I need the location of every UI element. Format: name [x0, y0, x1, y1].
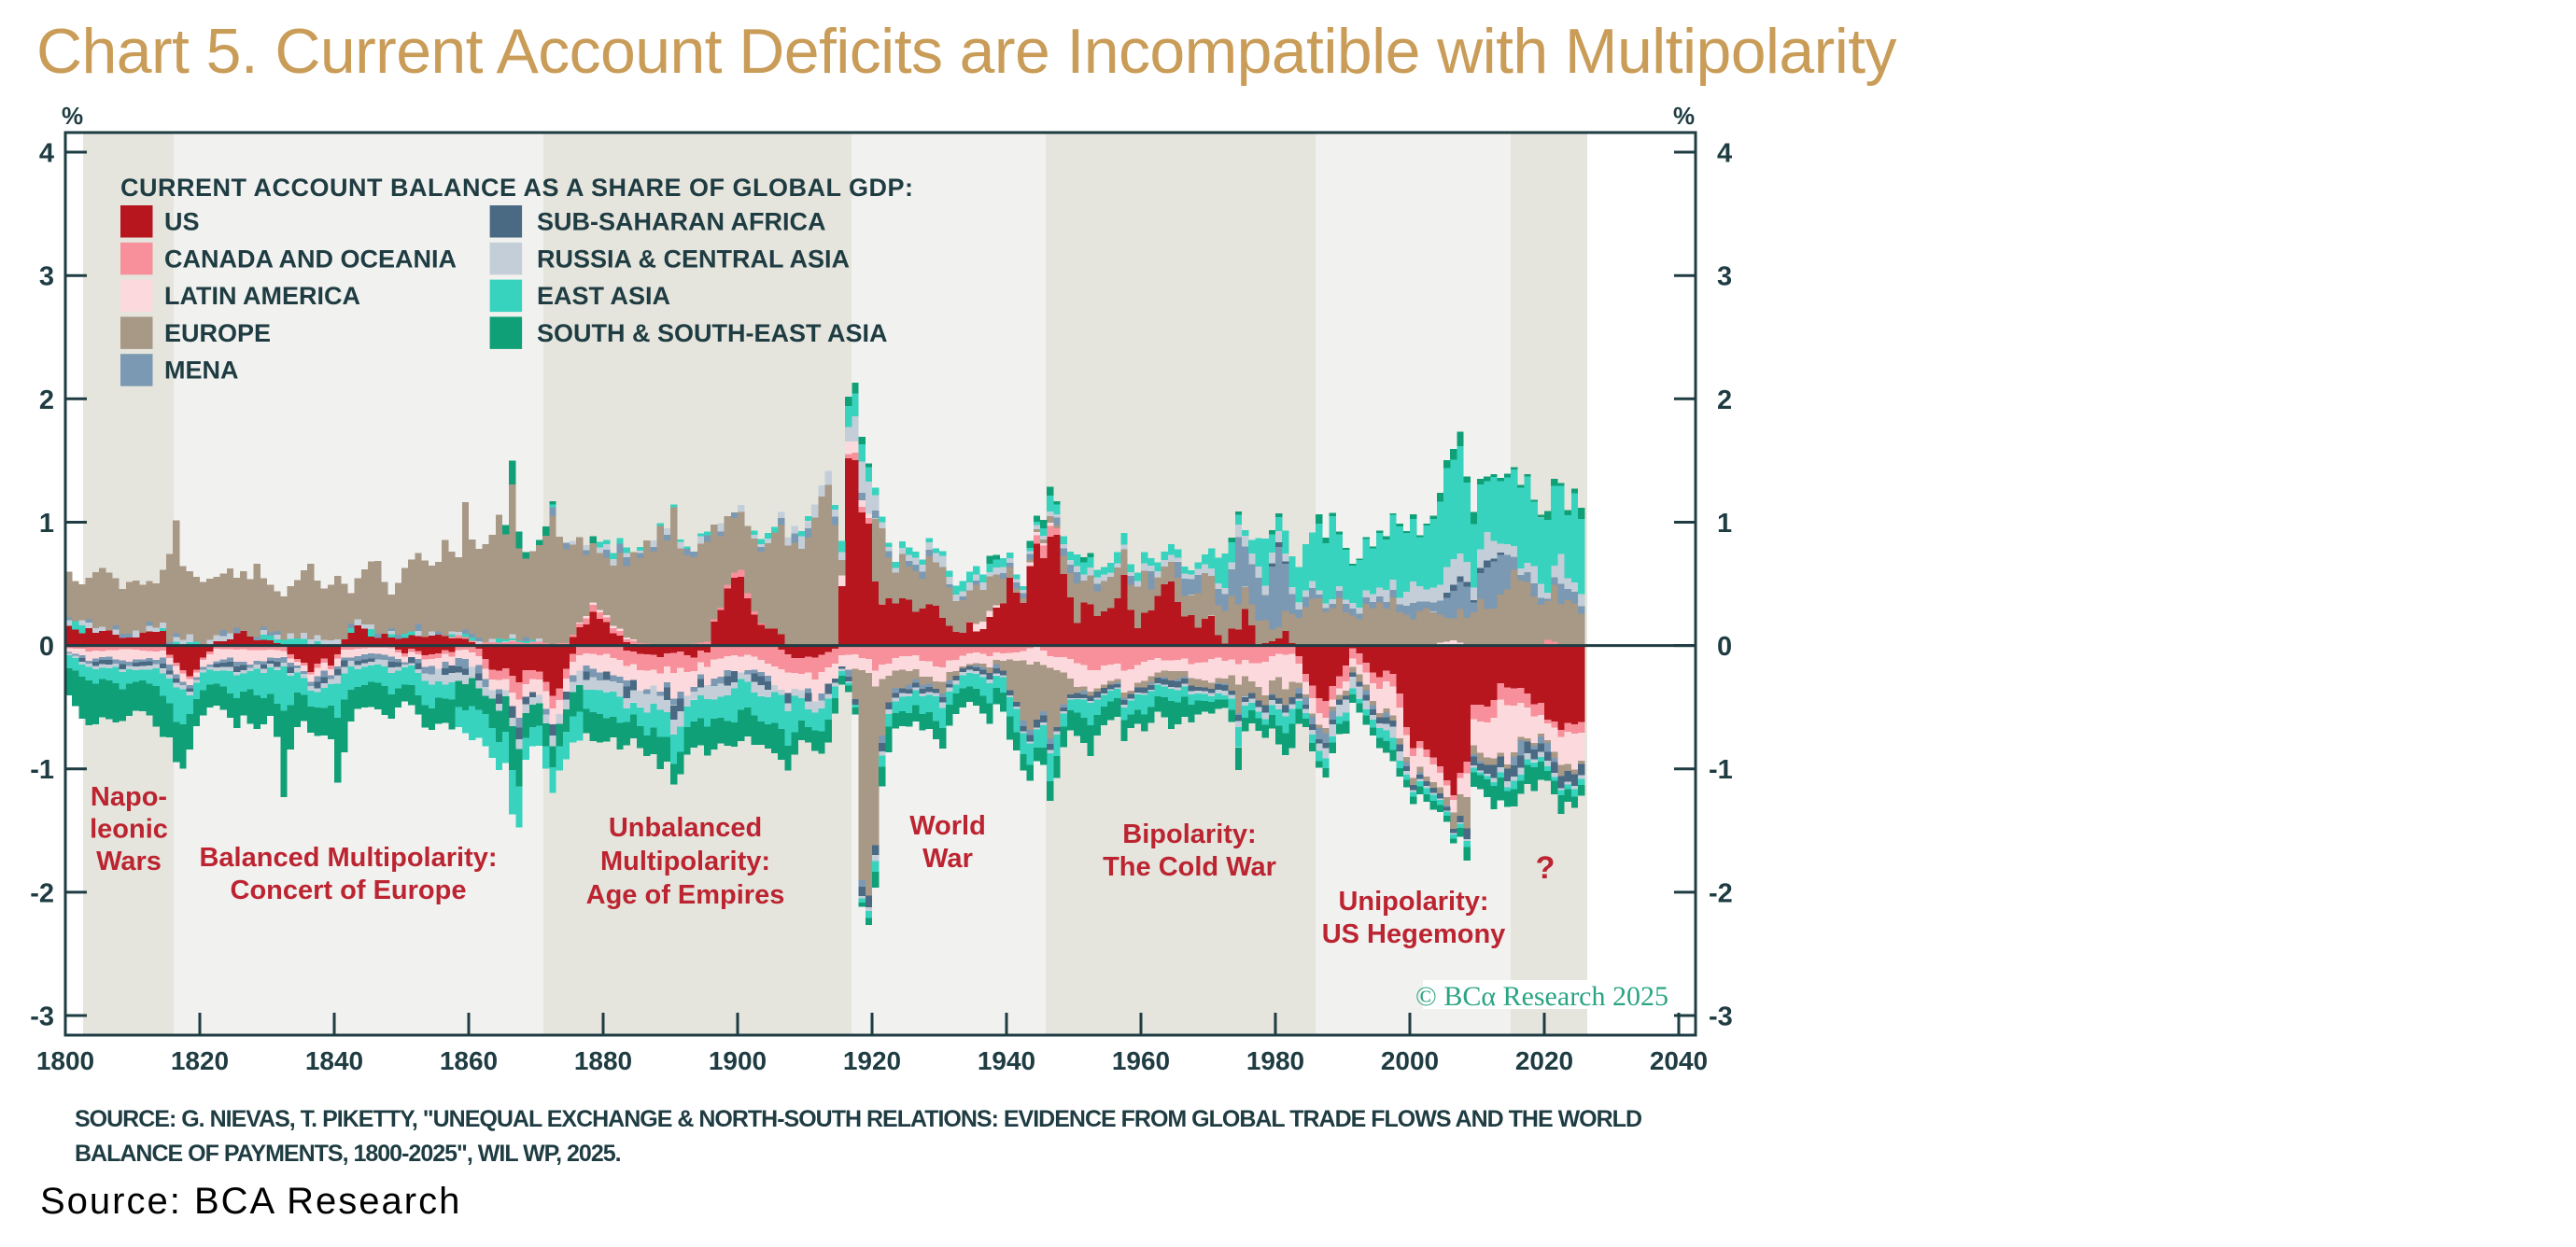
svg-text:CANADA AND OCEANIA: CANADA AND OCEANIA [164, 245, 457, 273]
svg-text:2020: 2020 [1515, 1046, 1573, 1075]
svg-text:3: 3 [1717, 262, 1732, 292]
svg-text:CURRENT ACCOUNT BALANCE AS A S: CURRENT ACCOUNT BALANCE AS A SHARE OF GL… [120, 174, 914, 202]
svg-text:3: 3 [39, 262, 54, 292]
svg-text:-1: -1 [1709, 755, 1733, 785]
svg-text:1860: 1860 [440, 1046, 498, 1075]
svg-text:Source: BCA Research: Source: BCA Research [40, 1181, 461, 1222]
svg-text:Unipolarity:: Unipolarity: [1338, 887, 1488, 917]
svg-text:Napo-: Napo- [91, 782, 167, 812]
svg-text:4: 4 [39, 139, 54, 169]
svg-text:Bipolarity:: Bipolarity: [1122, 820, 1256, 849]
svg-text:2: 2 [1717, 385, 1732, 415]
svg-text:2040: 2040 [1650, 1046, 1708, 1075]
svg-text:%: % [1673, 102, 1695, 130]
svg-text:-3: -3 [30, 1002, 54, 1032]
svg-text:1820: 1820 [171, 1046, 229, 1075]
svg-text:1: 1 [1717, 509, 1732, 539]
svg-text:EUROPE: EUROPE [164, 319, 271, 347]
svg-text:Balanced Multipolarity:: Balanced Multipolarity: [199, 843, 497, 873]
svg-text:Age of Empires: Age of Empires [586, 880, 785, 910]
svg-text:EAST ASIA: EAST ASIA [537, 282, 670, 310]
svg-text:1880: 1880 [574, 1046, 632, 1075]
svg-text:2000: 2000 [1381, 1046, 1439, 1075]
svg-text:leonic: leonic [90, 815, 168, 845]
svg-text:1800: 1800 [36, 1046, 94, 1075]
svg-text:MENA: MENA [164, 357, 239, 385]
svg-text:1840: 1840 [305, 1046, 363, 1075]
svg-text:Concert of Europe: Concert of Europe [231, 876, 467, 905]
svg-text:SOURCE: G. NIEVAS, T. PIKETTY,: SOURCE: G. NIEVAS, T. PIKETTY, "UNEQUAL … [75, 1106, 1641, 1132]
svg-text:1940: 1940 [978, 1046, 1035, 1075]
svg-text:0: 0 [39, 632, 54, 662]
svg-text:US: US [164, 208, 200, 236]
svg-text:SUB-SAHARAN AFRICA: SUB-SAHARAN AFRICA [537, 208, 826, 236]
svg-text:LATIN AMERICA: LATIN AMERICA [164, 282, 360, 310]
svg-text:?: ? [1536, 850, 1555, 886]
svg-text:1900: 1900 [709, 1046, 767, 1075]
svg-text:War: War [922, 844, 973, 874]
svg-text:-2: -2 [30, 878, 54, 908]
svg-text:Wars: Wars [96, 847, 162, 876]
svg-text:© BCα Research 2025: © BCα Research 2025 [1415, 981, 1668, 1012]
svg-text:RUSSIA & CENTRAL ASIA: RUSSIA & CENTRAL ASIA [537, 245, 850, 273]
svg-text:SOUTH & SOUTH-EAST ASIA: SOUTH & SOUTH-EAST ASIA [537, 319, 888, 347]
svg-text:1920: 1920 [843, 1046, 901, 1075]
svg-text:0: 0 [1717, 632, 1732, 662]
svg-text:The Cold War: The Cold War [1103, 852, 1276, 882]
svg-text:Multipolarity:: Multipolarity: [600, 847, 770, 876]
svg-text:1960: 1960 [1112, 1046, 1170, 1075]
svg-text:%: % [62, 102, 83, 130]
svg-text:-2: -2 [1709, 878, 1733, 908]
svg-text:4: 4 [1717, 139, 1732, 169]
svg-text:1980: 1980 [1246, 1046, 1304, 1075]
svg-text:-1: -1 [30, 755, 54, 785]
svg-text:World: World [909, 811, 986, 841]
svg-text:US Hegemony: US Hegemony [1322, 919, 1506, 949]
svg-text:BALANCE OF PAYMENTS, 1800-2025: BALANCE OF PAYMENTS, 1800-2025", WIL WP,… [75, 1141, 621, 1167]
svg-text:Chart 5. Current Account Defic: Chart 5. Current Account Deficits are In… [36, 16, 1896, 87]
svg-text:-3: -3 [1709, 1002, 1733, 1032]
svg-text:2: 2 [39, 385, 54, 415]
svg-text:Unbalanced: Unbalanced [609, 813, 762, 843]
svg-text:1: 1 [39, 509, 54, 539]
